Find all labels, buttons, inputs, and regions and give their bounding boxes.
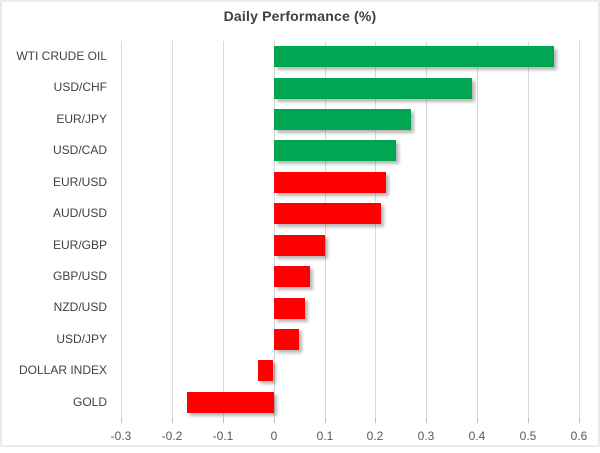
x-tick-label: -0.3 [110, 429, 132, 443]
bar-usd-cad [274, 140, 396, 162]
gridline [223, 41, 224, 418]
bar-nzd-usd [274, 297, 305, 319]
category-label: USD/CHF [53, 80, 107, 95]
x-tick-label: 0.3 [417, 429, 435, 443]
gridline [325, 41, 326, 418]
gridline [274, 41, 275, 418]
x-tick-label: 0.4 [468, 429, 486, 443]
gridline [121, 41, 122, 418]
x-tick-label: -0.2 [161, 429, 183, 443]
chart-title: Daily Performance (%) [223, 8, 377, 24]
axis-tick [426, 418, 427, 423]
x-tick-label: 0.5 [519, 429, 537, 443]
x-tick-label: 0.1 [316, 429, 334, 443]
bar-gold [187, 391, 274, 413]
gridline [579, 41, 580, 418]
axis-tick [274, 418, 275, 423]
x-tick-label: 0.6 [570, 429, 588, 443]
category-label: WTI CRUDE OIL [16, 49, 107, 63]
category-label: USD/CAD [52, 143, 107, 158]
axis-tick [172, 418, 173, 423]
axis-tick [325, 418, 326, 423]
category-label: USD/JPY [56, 331, 107, 346]
category-label: GBP/USD [52, 268, 107, 283]
category-label: GOLD [72, 394, 107, 409]
bar-eur-jpy [274, 109, 411, 131]
gridline [172, 41, 173, 418]
bar-wti-crude-oil [274, 46, 554, 68]
category-label: EUR/GBP [52, 237, 107, 252]
axis-tick [375, 418, 376, 423]
x-tick-label: 0.2 [366, 429, 384, 443]
category-label: NZD/USD [53, 300, 107, 315]
axis-tick [579, 418, 580, 423]
bar-usd-chf [274, 77, 472, 99]
gridline [426, 41, 427, 418]
axis-tick [528, 418, 529, 423]
category-label: EUR/JPY [56, 111, 107, 126]
category-label: AUD/USD [52, 206, 107, 221]
axis-tick [223, 418, 224, 423]
axis-tick [477, 418, 478, 423]
gridline [528, 41, 529, 418]
bar-usd-jpy [274, 328, 299, 350]
category-label: EUR/USD [52, 174, 107, 189]
gridline [477, 41, 478, 418]
x-tick-label: 0 [270, 429, 278, 443]
bar-eur-usd [274, 171, 386, 193]
category-label: DOLLAR INDEX [18, 363, 107, 378]
bar-dollar-index [258, 360, 273, 382]
gridline [375, 41, 376, 418]
bar-gbp-usd [274, 266, 310, 288]
bar-eur-gbp [274, 234, 325, 256]
axis-tick [121, 418, 122, 423]
x-tick-label: -0.1 [212, 429, 234, 443]
bar-aud-usd [274, 203, 381, 225]
